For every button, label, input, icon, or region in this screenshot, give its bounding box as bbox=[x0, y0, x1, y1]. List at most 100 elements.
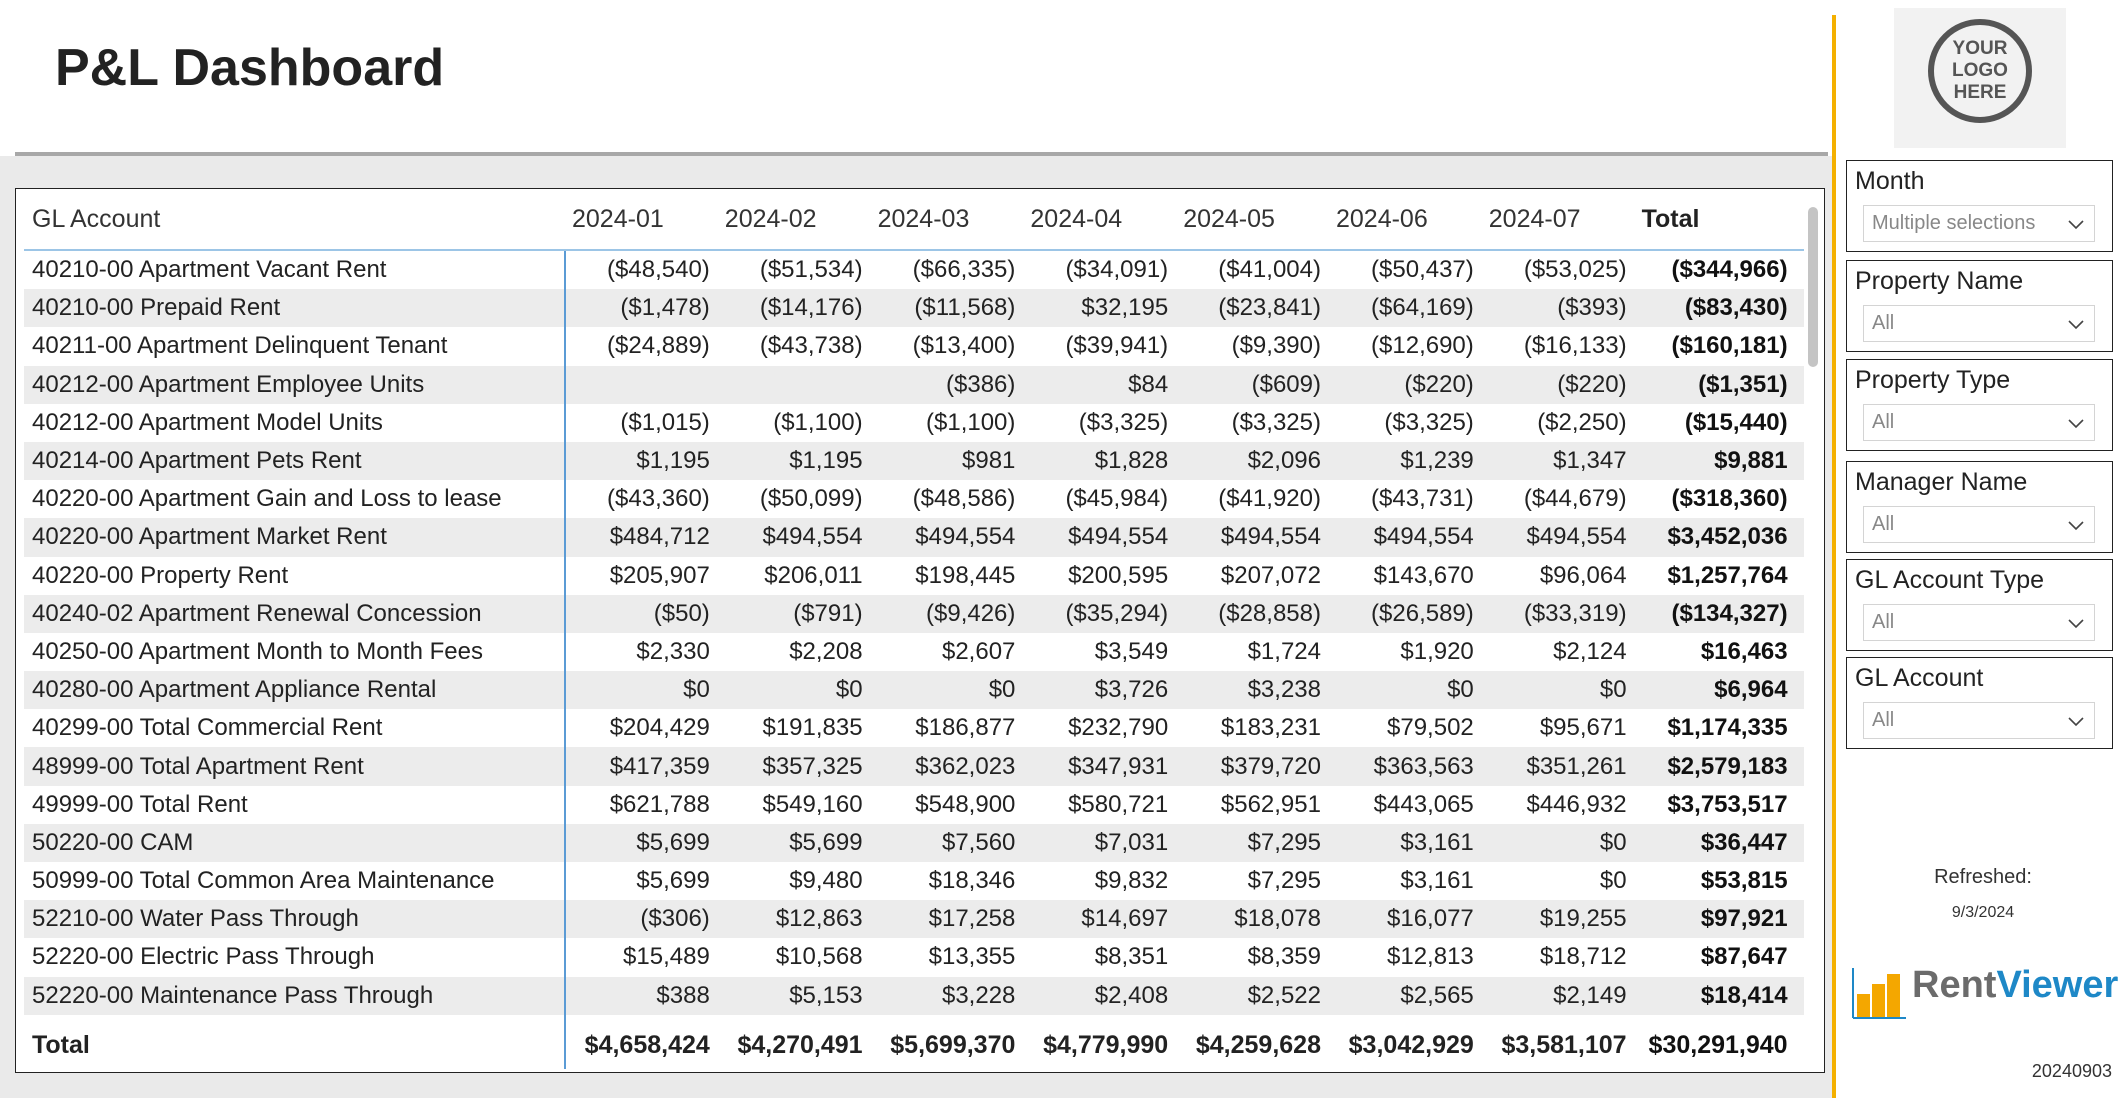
chevron-down-icon bbox=[2068, 716, 2084, 726]
month-value-cell: $32,195 bbox=[1081, 294, 1169, 322]
slicer-label: Manager Name bbox=[1855, 468, 2028, 496]
month-value-cell: $186,877 bbox=[915, 714, 1016, 742]
month-value-cell: ($53,025) bbox=[1523, 256, 1627, 284]
table-row[interactable]: 40280-00 Apartment Appliance Rental $0 $0 $… bbox=[24, 671, 1804, 710]
month-value-cell: $362,023 bbox=[915, 752, 1016, 780]
month-value-cell: $0 bbox=[835, 676, 863, 704]
month-value-cell: $1,347 bbox=[1553, 447, 1627, 475]
slicer-month: Month Multiple selections bbox=[1846, 160, 2113, 252]
month-value-cell: ($43,731) bbox=[1371, 485, 1474, 513]
gl-account-cell: 52210-00 Water Pass Through bbox=[32, 905, 359, 933]
table-row[interactable]: 40220-00 Apartment Market Rent $484,712 $4… bbox=[24, 518, 1804, 557]
page-title: P&L Dashboard bbox=[55, 39, 445, 97]
month-value-cell: ($48,586) bbox=[912, 485, 1016, 513]
month-value-cell: $183,231 bbox=[1220, 714, 1321, 742]
gl-account-dropdown[interactable]: All bbox=[1863, 702, 2095, 739]
month-value-cell: ($48,540) bbox=[607, 256, 710, 284]
gl-account-cell: 40212-00 Apartment Model Units bbox=[32, 408, 383, 436]
month-value-cell: ($3,325) bbox=[1384, 408, 1474, 436]
row-total-cell: $1,174,335 bbox=[1667, 714, 1788, 742]
manager-name-dropdown[interactable]: All bbox=[1863, 506, 2095, 543]
total-value-cell: $5,699,370 bbox=[890, 1030, 1016, 1059]
month-value-cell: ($9,390) bbox=[1231, 332, 1321, 360]
table-row[interactable]: 40220-00 Apartment Gain and Loss to leas… bbox=[24, 480, 1804, 518]
month-value-cell: ($43,738) bbox=[759, 332, 863, 360]
month-value-cell: ($12,690) bbox=[1371, 332, 1474, 360]
column-header-2024-02[interactable]: 2024-02 bbox=[724, 204, 817, 233]
table-row[interactable]: 49999-00 Total Rent $621,788 $549,160 $548,… bbox=[24, 786, 1804, 824]
row-total-cell: $6,964 bbox=[1714, 676, 1788, 704]
column-header-gl-account[interactable]: GL Account bbox=[32, 204, 161, 233]
month-value-cell: ($28,858) bbox=[1218, 599, 1321, 627]
column-header-2024-07[interactable]: 2024-07 bbox=[1488, 204, 1581, 233]
month-value-cell: $0 bbox=[1599, 867, 1627, 895]
table-row[interactable]: 50999-00 Total Common Area Maintenance $5… bbox=[24, 862, 1804, 900]
column-header-2024-06[interactable]: 2024-06 bbox=[1335, 204, 1428, 233]
month-value-cell: ($16,133) bbox=[1523, 332, 1627, 360]
table-row[interactable]: 40211-00 Apartment Delinquent Tenant ($24… bbox=[24, 327, 1804, 365]
logo-text-line: LOGO bbox=[1952, 60, 2008, 81]
pl-matrix-table: GL Account 2024-01 2024-02 2024-03 2024-… bbox=[15, 188, 1825, 1073]
table-row[interactable]: 40212-00 Apartment Model Units ($1,015) ($… bbox=[24, 404, 1804, 442]
month-value-cell: $2,096 bbox=[1247, 447, 1321, 475]
table-scroll-thumb[interactable] bbox=[1808, 207, 1818, 367]
gl-account-type-dropdown[interactable]: All bbox=[1863, 604, 2095, 641]
table-row[interactable]: 40240-02 Apartment Renewal Concession ($5… bbox=[24, 594, 1804, 633]
slicer-label: Property Name bbox=[1855, 267, 2024, 295]
month-value-cell: $2,607 bbox=[941, 637, 1016, 665]
column-header-2024-01[interactable]: 2024-01 bbox=[572, 204, 664, 233]
month-value-cell: $7,295 bbox=[1247, 828, 1321, 856]
month-value-cell: $357,325 bbox=[762, 752, 863, 780]
table-row[interactable]: 52220-00 Electric Pass Through $15,489 $10… bbox=[24, 938, 1804, 976]
table-row[interactable]: 48999-00 Total Apartment Rent $417,359 $35… bbox=[24, 747, 1804, 786]
month-value-cell: $494,554 bbox=[1068, 523, 1169, 551]
table-row[interactable]: 40212-00 Apartment Employee Units ($386) $… bbox=[24, 365, 1804, 404]
column-header-total[interactable]: Total bbox=[1641, 204, 1700, 233]
total-value-cell: $4,779,990 bbox=[1043, 1030, 1169, 1059]
table-scrollbar[interactable] bbox=[1808, 197, 1820, 1061]
total-value-cell: $4,658,424 bbox=[584, 1030, 710, 1059]
month-value-cell: $2,330 bbox=[636, 637, 710, 665]
month-value-cell: $7,560 bbox=[941, 828, 1016, 856]
table-row[interactable]: 52220-00 Maintenance Pass Through $388 $5,… bbox=[24, 976, 1804, 1015]
table-row[interactable]: 52210-00 Water Pass Through ($306) $12,863… bbox=[24, 900, 1804, 939]
property-type-dropdown[interactable]: All bbox=[1863, 404, 2095, 441]
gl-account-cell: 40210-00 Apartment Vacant Rent bbox=[32, 256, 387, 284]
table-row[interactable]: 40250-00 Apartment Month to Month Fees $2… bbox=[24, 633, 1804, 671]
row-total-cell: ($344,966) bbox=[1671, 256, 1788, 284]
sidebar-accent-line bbox=[1832, 15, 1836, 1098]
month-value-cell: ($50,099) bbox=[759, 485, 863, 513]
row-total-cell: $16,463 bbox=[1700, 637, 1788, 665]
column-header-2024-05[interactable]: 2024-05 bbox=[1183, 204, 1275, 233]
month-value-cell: $351,261 bbox=[1526, 752, 1627, 780]
month-value-cell: $12,813 bbox=[1387, 943, 1474, 971]
refreshed-label: Refreshed: bbox=[1934, 866, 2032, 888]
month-value-cell: ($11,568) bbox=[914, 294, 1016, 322]
gl-account-cell: 40299-00 Total Commercial Rent bbox=[32, 714, 383, 742]
gl-account-cell: 50220-00 CAM bbox=[32, 828, 194, 856]
month-value-cell: $8,359 bbox=[1247, 943, 1321, 971]
gl-account-cell: 40211-00 Apartment Delinquent Tenant bbox=[32, 332, 448, 360]
month-dropdown[interactable]: Multiple selections bbox=[1863, 205, 2095, 242]
table-row[interactable]: 40220-00 Property Rent $205,907 $206,011 $1… bbox=[24, 557, 1804, 595]
dropdown-value: All bbox=[1872, 411, 1895, 433]
month-value-cell: ($1,015) bbox=[620, 408, 710, 436]
month-value-cell: $363,563 bbox=[1373, 752, 1474, 780]
month-value-cell: $10,568 bbox=[775, 943, 863, 971]
table-row[interactable]: 40214-00 Apartment Pets Rent $1,195 $1,195… bbox=[24, 441, 1804, 481]
month-value-cell: $2,565 bbox=[1400, 981, 1474, 1009]
table-row[interactable]: 40210-00 Prepaid Rent ($1,478) ($14,176) ($… bbox=[24, 289, 1804, 328]
table-header-row: GL Account 2024-01 2024-02 2024-03 2024-… bbox=[24, 189, 1804, 251]
gl-account-cell: 40212-00 Apartment Employee Units bbox=[32, 370, 425, 398]
table-row[interactable]: 40299-00 Total Commercial Rent $204,429 $1… bbox=[24, 709, 1804, 747]
gl-account-cell: 52220-00 Electric Pass Through bbox=[32, 943, 375, 971]
logo-placeholder: YOUR LOGO HERE bbox=[1894, 8, 2066, 148]
total-value-cell: $30,291,940 bbox=[1648, 1030, 1788, 1059]
month-value-cell: $549,160 bbox=[762, 790, 863, 818]
month-value-cell: $232,790 bbox=[1068, 714, 1169, 742]
column-header-2024-04[interactable]: 2024-04 bbox=[1030, 204, 1123, 233]
column-header-2024-03[interactable]: 2024-03 bbox=[877, 204, 970, 233]
property-name-dropdown[interactable]: All bbox=[1863, 305, 2095, 342]
table-row[interactable]: 40210-00 Apartment Vacant Rent ($48,540) (… bbox=[24, 251, 1804, 289]
table-row[interactable]: 50220-00 CAM $5,699 $5,699 $7,560 $7,031 $7,2… bbox=[24, 823, 1804, 862]
